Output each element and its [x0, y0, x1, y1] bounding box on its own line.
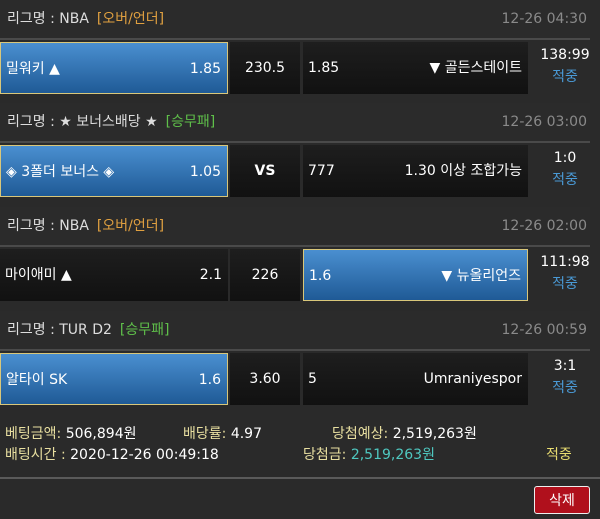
away-odds: 1.6: [309, 268, 332, 284]
home-odds: 1.6: [198, 372, 221, 388]
home-team: 밀워키 ▲: [6, 61, 60, 77]
bet-type-tag: [승무패]: [119, 322, 170, 338]
bet-type-tag: [오버/언더]: [96, 11, 165, 27]
league-header: 리그명 : NBA [오버/언더] 12-26 02:00: [0, 207, 590, 247]
away-odds: 777: [308, 163, 335, 179]
league-label: 리그명 : NBA: [7, 11, 89, 27]
home-team: ◈ 3폴더 보너스 ◈: [6, 164, 115, 180]
bet-row: ◈ 3폴더 보너스 ◈ 1.05 VS 777 1.30 이상 조합가능 1:0 적중: [0, 145, 600, 199]
odds-label: 배당률:: [183, 426, 227, 442]
away-team: Umraniyespor: [423, 371, 522, 387]
league-name: 리그명 : NBA [오버/언더]: [7, 207, 164, 245]
bet-time-value: 2020-12-26 00:49:18: [70, 447, 219, 463]
bet-status: 적중: [546, 447, 572, 463]
league-name: 리그명 : TUR D2 [승무패]: [7, 311, 170, 349]
line-value: VS: [230, 145, 300, 197]
divider: [0, 477, 600, 479]
away-team: ▼ 뉴올리언즈: [441, 268, 521, 284]
bet-row: 마이애미 ▲ 2.1 226 1.6 ▼ 뉴올리언즈 111:98 적중: [0, 249, 600, 303]
home-team: 마이애미 ▲: [5, 267, 72, 283]
bet-amount: 베팅금액: 506,894원: [5, 423, 136, 443]
league-label: 리그명 : TUR D2: [7, 322, 112, 338]
away-option[interactable]: 1.6 ▼ 뉴올리언즈: [303, 249, 528, 301]
league-header: 리그명 : TUR D2 [승무패] 12-26 00:59: [0, 311, 590, 351]
away-team: ▼ 골든스테이트: [429, 60, 523, 76]
expected-win: 당첨예상: 2,519,263원: [332, 423, 477, 443]
league-header: 리그명 : NBA [오버/언더] 12-26 04:30: [0, 0, 590, 40]
home-option[interactable]: 알타이 SK 1.6: [0, 353, 228, 405]
home-odds: 1.85: [189, 61, 221, 77]
expected-value: 2,519,263원: [392, 426, 477, 442]
result-status: 적중: [552, 69, 578, 85]
game-time: 12-26 04:30: [501, 11, 587, 27]
bet-row: 밀워키 ▲ 1.85 230.5 1.85 ▼ 골든스테이트 138:99 적중: [0, 42, 600, 96]
league-label: 리그명 : NBA: [7, 218, 89, 234]
home-option[interactable]: 밀워키 ▲ 1.85: [0, 42, 228, 94]
home-odds: 1.05: [189, 164, 221, 180]
result: 111:98 적중: [530, 251, 600, 295]
win-amount: 당첨금: 2,519,263원: [303, 444, 435, 464]
score: 1:0: [553, 150, 577, 166]
result-status: 적중: [552, 276, 578, 292]
away-odds: 1.85: [308, 60, 340, 76]
line-value: 230.5: [230, 42, 300, 94]
bet-type-tag: [오버/언더]: [96, 218, 165, 234]
bet-row: 알타이 SK 1.6 3.60 5 Umraniyespor 3:1 적중: [0, 353, 600, 407]
score: 138:99: [540, 47, 590, 63]
odds: 배당률: 4.97: [183, 423, 262, 443]
league-header: 리그명 : ★ 보너스배당 ★ [승무패] 12-26 03:00: [0, 103, 590, 143]
league-name: 리그명 : NBA [오버/언더]: [7, 0, 164, 38]
bet-amount-value: 506,894원: [65, 426, 137, 442]
league-label: 리그명 : ★ 보너스배당 ★: [7, 114, 158, 130]
result-status: 적중: [552, 172, 578, 188]
game-time: 12-26 02:00: [501, 218, 587, 234]
bet-type-tag: [승무패]: [165, 114, 216, 130]
home-team: 알타이 SK: [6, 372, 68, 388]
result-status: 적중: [552, 380, 578, 396]
home-option[interactable]: 마이애미 ▲ 2.1: [0, 249, 228, 301]
home-option[interactable]: ◈ 3폴더 보너스 ◈ 1.05: [0, 145, 228, 197]
away-team: 1.30 이상 조합가능: [404, 163, 522, 179]
odds-value: 4.97: [230, 426, 262, 442]
away-odds: 5: [308, 371, 317, 387]
away-option[interactable]: 777 1.30 이상 조합가능: [303, 145, 528, 197]
line-value: 3.60: [230, 353, 300, 405]
league-name: 리그명 : ★ 보너스배당 ★ [승무패]: [7, 103, 215, 141]
line-value: 226: [230, 249, 300, 301]
delete-button[interactable]: 삭제: [534, 486, 590, 514]
result: 1:0 적중: [530, 147, 600, 191]
score: 3:1: [553, 358, 577, 374]
bet-amount-label: 베팅금액:: [5, 426, 62, 442]
expected-label: 당첨예상:: [332, 426, 389, 442]
away-option[interactable]: 1.85 ▼ 골든스테이트: [303, 42, 528, 94]
bet-time: 배팅시간 : 2020-12-26 00:49:18: [5, 444, 219, 464]
away-option[interactable]: 5 Umraniyespor: [303, 353, 528, 405]
score: 111:98: [540, 254, 590, 270]
game-time: 12-26 03:00: [501, 114, 587, 130]
game-time: 12-26 00:59: [501, 322, 587, 338]
result: 138:99 적중: [530, 44, 600, 88]
result: 3:1 적중: [530, 355, 600, 399]
win-label: 당첨금:: [303, 447, 347, 463]
win-value: 2,519,263원: [350, 447, 435, 463]
home-odds: 2.1: [199, 267, 222, 283]
bet-time-label: 배팅시간 :: [5, 447, 66, 463]
